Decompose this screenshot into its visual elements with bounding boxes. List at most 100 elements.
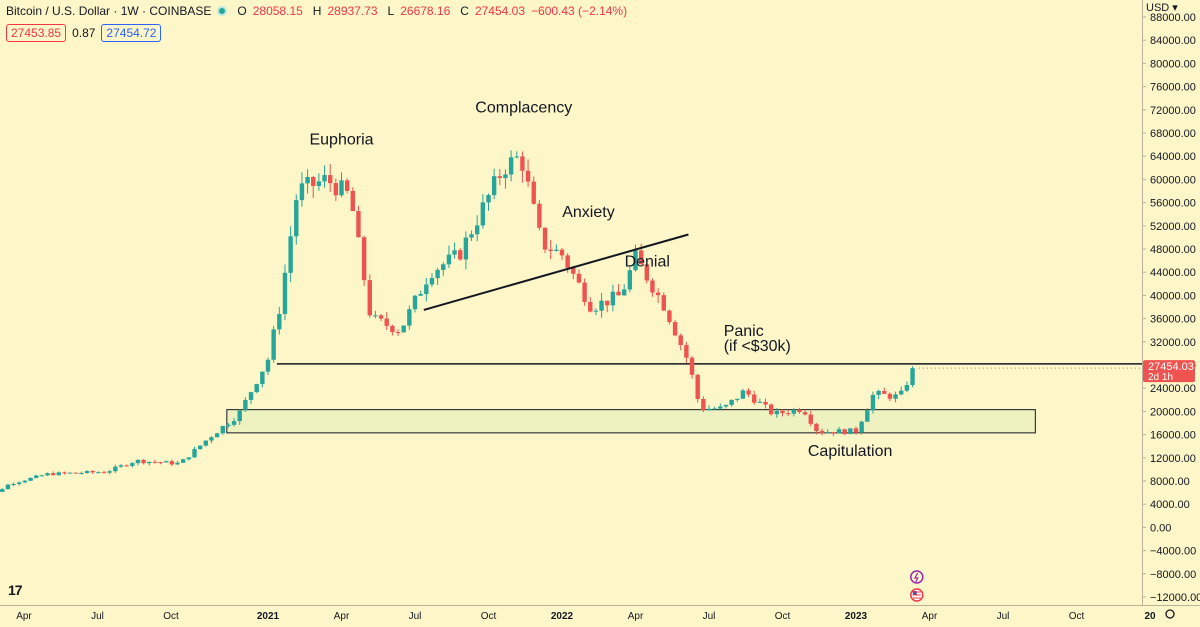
candle-body xyxy=(11,483,16,485)
y-tick-label: 48000.00 xyxy=(1150,244,1196,256)
x-tick-label: Jul xyxy=(997,611,1010,622)
buy-button[interactable]: 27454.72 xyxy=(101,24,162,42)
y-tick-label: 32000.00 xyxy=(1150,337,1196,349)
candle-body xyxy=(503,174,508,178)
y-tick-label: 16000.00 xyxy=(1150,430,1196,442)
trendline xyxy=(423,233,689,311)
y-tick-label: 68000.00 xyxy=(1150,128,1196,140)
candle-body xyxy=(525,170,531,182)
x-tick-label: 2021 xyxy=(257,611,280,622)
candle-body xyxy=(311,176,316,186)
candle-body xyxy=(282,272,288,314)
candle-body xyxy=(452,250,457,255)
candle-body xyxy=(729,399,734,405)
candle-body xyxy=(865,410,870,422)
settings-gear-icon xyxy=(1165,609,1175,619)
candle-body xyxy=(887,393,893,399)
candle-body xyxy=(118,465,124,467)
candle-body xyxy=(164,461,169,463)
lightning-bolt-icon xyxy=(913,572,919,583)
candle-body xyxy=(50,473,56,476)
symbol-title[interactable]: Bitcoin / U.S. Dollar · 1W · COINBASE xyxy=(6,4,212,18)
candle-body xyxy=(644,264,650,281)
candle-body xyxy=(684,345,689,358)
annotation-label: (if <$30k) xyxy=(724,338,791,355)
candle-body xyxy=(718,406,723,409)
candle-body xyxy=(203,440,209,446)
candle-body xyxy=(514,156,519,158)
y-tick-label: 24000.00 xyxy=(1150,383,1196,395)
tradingview-logo-icon[interactable]: 17 xyxy=(8,582,23,598)
bar-countdown: 2d 1h xyxy=(1148,372,1173,383)
candle-body xyxy=(469,234,474,238)
high-key: H xyxy=(312,4,322,18)
candle-body xyxy=(904,385,910,391)
candle-body xyxy=(327,175,333,184)
candle-body xyxy=(610,291,616,306)
candle-body xyxy=(853,428,859,433)
candle-body xyxy=(616,291,621,296)
candle-body xyxy=(876,390,881,395)
candle-body xyxy=(910,368,915,386)
candle-body xyxy=(723,404,729,407)
candle-body xyxy=(785,413,791,415)
sell-button[interactable]: 27453.85 xyxy=(6,24,67,42)
annotation-label: Panic xyxy=(724,323,764,340)
candle-body xyxy=(814,423,819,432)
candle-body xyxy=(802,412,808,415)
candle-body xyxy=(752,394,757,403)
currency-label: USD xyxy=(1146,2,1170,14)
candle-body xyxy=(446,254,452,265)
candle-body xyxy=(237,410,242,422)
candle-body xyxy=(39,475,45,477)
x-tick-label: Apr xyxy=(334,611,350,622)
candle-body xyxy=(842,429,847,435)
candle-body xyxy=(231,421,237,425)
candle-body xyxy=(576,273,582,283)
candle-body xyxy=(356,210,361,238)
candle-body xyxy=(429,278,435,285)
x-tick-label: Apr xyxy=(628,611,644,622)
last-price-badge xyxy=(1143,360,1195,383)
candle-body xyxy=(299,183,305,201)
x-tick-label: Apr xyxy=(922,611,938,622)
candle-body xyxy=(5,484,11,490)
y-tick-label: 36000.00 xyxy=(1150,314,1196,326)
candle-body xyxy=(192,449,197,458)
open-value: 28058.15 xyxy=(252,4,303,18)
annotation-label: Euphoria xyxy=(309,132,373,149)
candle-body xyxy=(621,289,627,296)
support-zone xyxy=(226,409,1036,434)
flag-canton-icon xyxy=(912,591,917,595)
y-tick-label: 12000.00 xyxy=(1150,453,1196,465)
candle-body xyxy=(401,325,406,333)
candle-body xyxy=(689,357,695,375)
last-price-value: 27454.03 xyxy=(1148,361,1194,373)
y-tick-label: 4000.00 xyxy=(1150,499,1190,511)
candle-body xyxy=(497,176,503,178)
candle-body xyxy=(627,270,633,290)
high-value: 28937.73 xyxy=(327,4,378,18)
candle-body xyxy=(79,472,84,474)
x-tick-label: Jul xyxy=(703,611,716,622)
market-status-icon[interactable] xyxy=(217,6,228,16)
y-tick-label: 20000.00 xyxy=(1150,406,1196,418)
annotation-label: Capitulation xyxy=(808,443,893,460)
candle-body xyxy=(582,282,587,302)
candle-body xyxy=(819,431,825,434)
currency-selector[interactable]: USD ▾ xyxy=(1146,1,1178,14)
candle-body xyxy=(33,475,39,478)
lightning-event-icon xyxy=(910,570,924,584)
candle-body xyxy=(243,399,248,411)
candle-body xyxy=(633,250,638,271)
candle-body xyxy=(141,459,146,464)
candle-body xyxy=(486,195,491,203)
candle-body xyxy=(90,470,95,473)
x-tick-label: Apr xyxy=(16,611,32,622)
candle-body xyxy=(480,202,486,226)
candle-body xyxy=(542,227,548,250)
candle-body xyxy=(147,461,152,464)
y-tick-label: 0.00 xyxy=(1150,522,1171,534)
